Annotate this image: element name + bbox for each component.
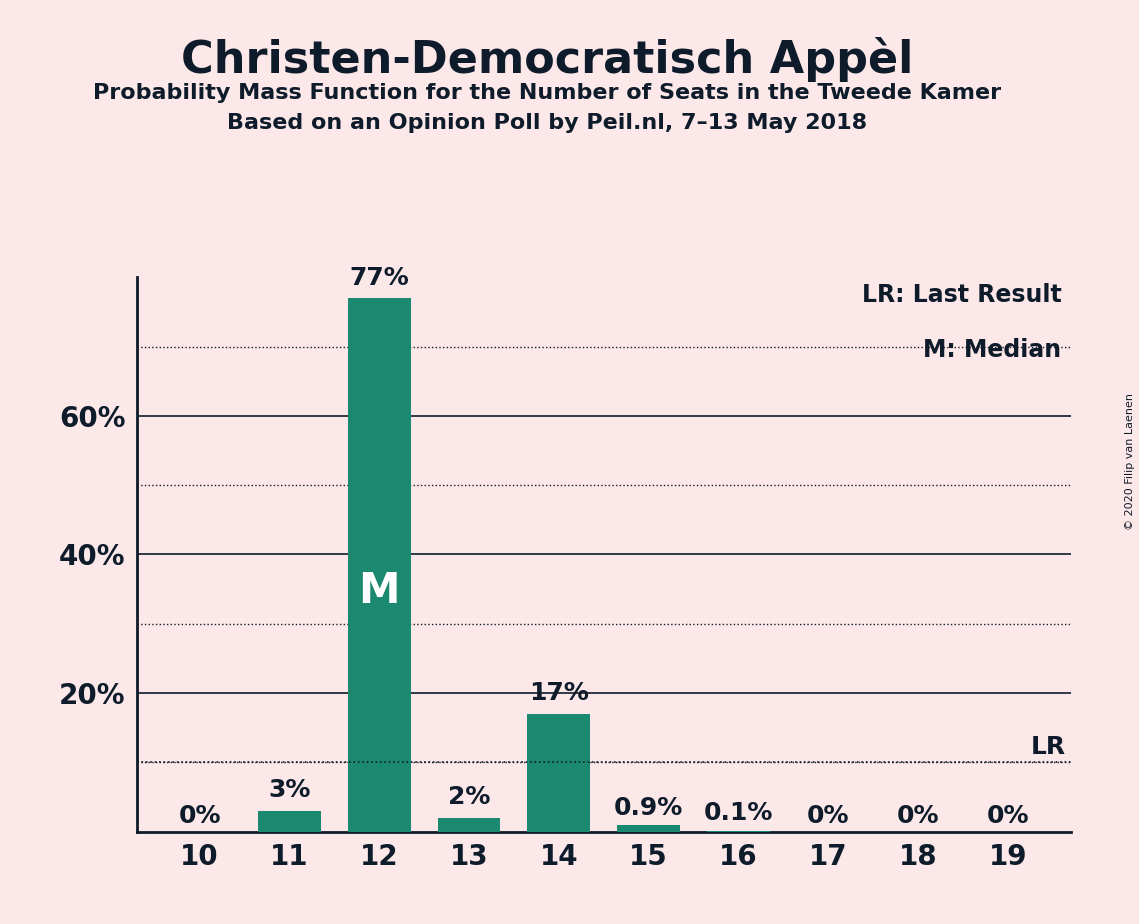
- Text: 77%: 77%: [350, 266, 409, 290]
- Text: Probability Mass Function for the Number of Seats in the Tweede Kamer: Probability Mass Function for the Number…: [92, 83, 1001, 103]
- Text: 0%: 0%: [986, 804, 1029, 828]
- Text: M: Median: M: Median: [924, 338, 1062, 362]
- Text: 0%: 0%: [896, 804, 940, 828]
- Bar: [617, 825, 680, 832]
- Text: 2%: 2%: [448, 785, 490, 809]
- Text: 17%: 17%: [528, 682, 589, 706]
- Text: 3%: 3%: [268, 779, 311, 802]
- Bar: [437, 818, 500, 832]
- Text: 0.9%: 0.9%: [614, 796, 683, 820]
- Bar: [527, 713, 590, 832]
- Text: Christen-Democratisch Appèl: Christen-Democratisch Appèl: [181, 37, 912, 82]
- Text: © 2020 Filip van Laenen: © 2020 Filip van Laenen: [1125, 394, 1134, 530]
- Text: LR: Last Result: LR: Last Result: [861, 283, 1062, 307]
- Text: LR: LR: [1031, 735, 1066, 759]
- Text: 0%: 0%: [179, 804, 221, 828]
- Text: Based on an Opinion Poll by Peil.nl, 7–13 May 2018: Based on an Opinion Poll by Peil.nl, 7–1…: [227, 113, 867, 133]
- Text: M: M: [359, 570, 400, 613]
- Text: 0%: 0%: [806, 804, 850, 828]
- Bar: [347, 298, 410, 832]
- Text: 0.1%: 0.1%: [704, 801, 773, 825]
- Bar: [257, 811, 321, 832]
